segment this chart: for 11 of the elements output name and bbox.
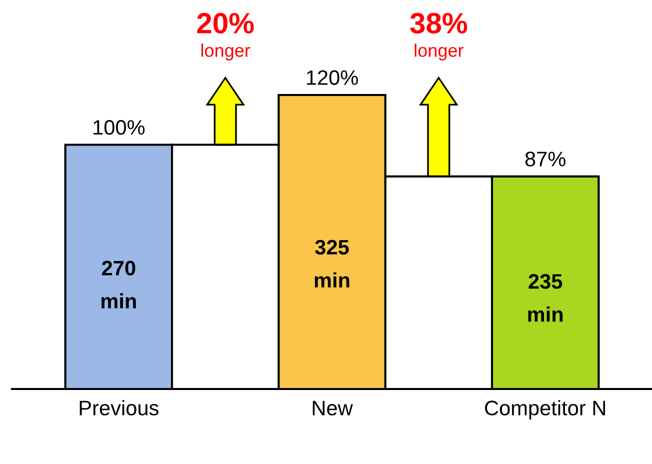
x-tick-label: Competitor N bbox=[485, 400, 605, 420]
annotation: 120% bbox=[306, 70, 358, 85]
annotation: 87% bbox=[525, 152, 566, 166]
x-tick-label: Previous bbox=[80, 400, 158, 416]
x-tick-label: New bbox=[312, 400, 353, 416]
text: 20% longer bbox=[197, 12, 254, 60]
text: 38% longer bbox=[410, 12, 468, 60]
data-label: 235 min bbox=[528, 274, 563, 322]
data-label: 325 min bbox=[314, 240, 350, 288]
annotation: 100% bbox=[94, 120, 145, 135]
data-label: 270 min bbox=[102, 260, 136, 308]
